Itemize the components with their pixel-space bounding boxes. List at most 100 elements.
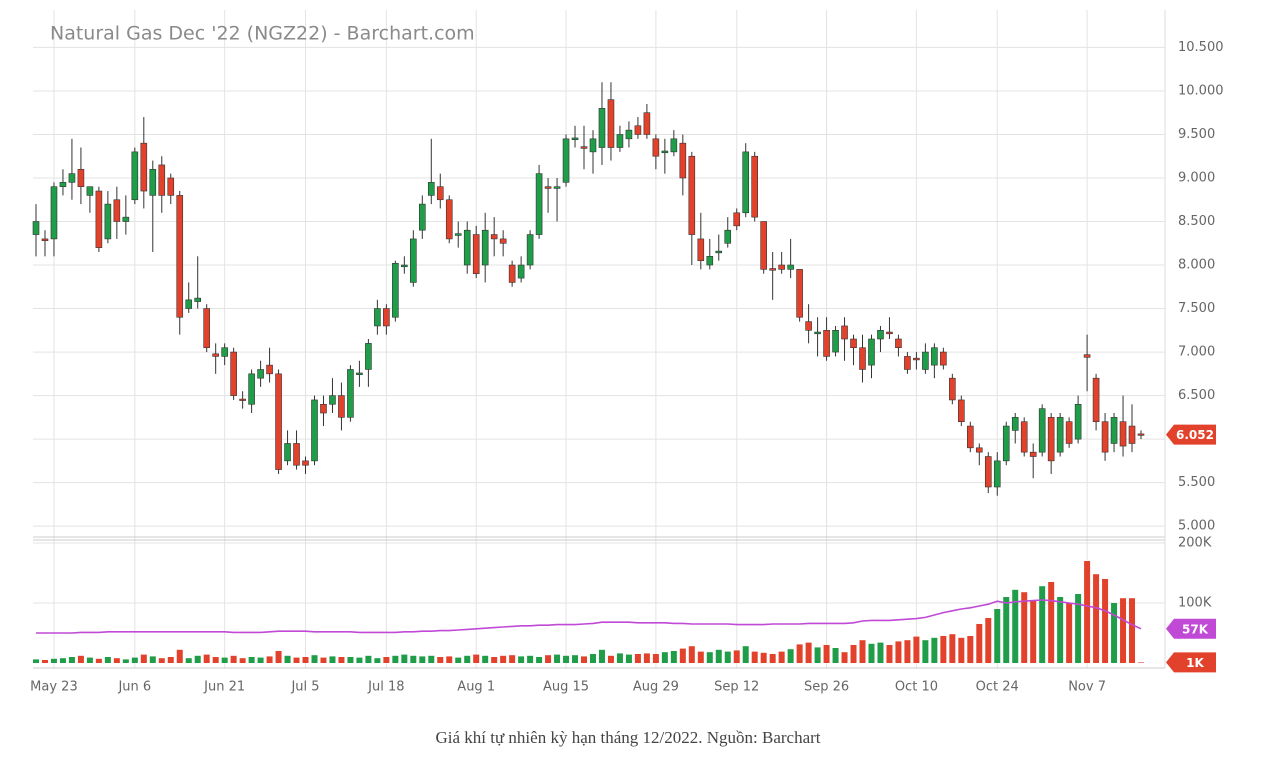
candle-body — [1083, 354, 1091, 358]
candle-body — [589, 138, 597, 153]
volume-bar — [715, 649, 722, 663]
volume-bar — [949, 634, 956, 663]
volume-bar — [805, 642, 812, 663]
volume-bar — [572, 655, 579, 663]
volume-bar — [832, 648, 839, 663]
volume-bar — [868, 643, 875, 663]
candle-body — [221, 347, 228, 357]
volume-bar — [1138, 662, 1144, 663]
y-tick-label: 8.000 — [1178, 258, 1215, 273]
volume-bar — [796, 644, 803, 663]
volume-bar — [419, 656, 426, 663]
candle-body — [751, 155, 758, 218]
last-volume-tag-bg — [1166, 652, 1216, 673]
candle-body — [1020, 421, 1028, 453]
candle-body — [805, 321, 812, 331]
volume-bar — [365, 655, 372, 663]
candle-body — [571, 137, 579, 140]
volume-bar — [275, 651, 282, 663]
volume-bar — [329, 656, 336, 663]
x-tick-label: Aug 1 — [457, 680, 495, 695]
volume-ma-tag-bg — [1166, 618, 1216, 639]
candle-body — [958, 399, 965, 422]
volume-bar — [320, 657, 327, 663]
candle-body — [1074, 403, 1082, 440]
volume-bar — [958, 637, 965, 663]
volume-bar — [167, 657, 174, 663]
volume-bar — [652, 654, 659, 663]
candle-body — [239, 398, 246, 401]
candle-body — [544, 186, 552, 189]
candle-body — [113, 199, 121, 222]
candle-body — [814, 331, 821, 335]
volume-bar — [931, 637, 938, 663]
volume-bar — [1048, 582, 1055, 663]
x-tick-label: Sep 12 — [714, 680, 759, 695]
candle-body — [185, 299, 193, 309]
x-tick-label: Jul 5 — [290, 680, 319, 695]
volume-bar — [59, 658, 66, 663]
candle-body — [1038, 408, 1046, 453]
volume-bar — [68, 657, 75, 663]
volume-bar — [589, 654, 596, 663]
candle-body — [634, 125, 642, 135]
volume-bar — [293, 657, 300, 663]
candle-body — [580, 146, 588, 149]
volume-bar — [33, 659, 39, 663]
candle-body — [823, 330, 830, 357]
volume-bar — [140, 654, 147, 663]
volume-bar — [814, 647, 821, 663]
candle-body — [158, 164, 166, 196]
volume-bar — [221, 657, 228, 663]
candle-body — [212, 353, 219, 357]
y-tick-label: 6.500 — [1178, 388, 1215, 403]
candle-body — [508, 264, 516, 283]
y-tick-label: 9.000 — [1178, 170, 1215, 185]
volume-bar — [688, 646, 695, 663]
volume-bar — [697, 651, 704, 663]
y-tick-label: 9.500 — [1178, 127, 1215, 142]
volume-bar — [383, 657, 390, 663]
volume-bar — [338, 657, 345, 663]
y-tick-label: 8.500 — [1178, 214, 1215, 229]
candle-body — [266, 364, 273, 375]
candle-body — [293, 443, 300, 466]
candle-body — [1056, 417, 1064, 453]
candle-body — [445, 199, 453, 240]
candle-body — [670, 138, 678, 153]
volume-bar — [437, 657, 444, 663]
volume-bar — [769, 654, 776, 663]
candle-body — [787, 264, 794, 270]
volume-bar — [607, 655, 614, 663]
candle-body — [850, 338, 857, 349]
volume-bar — [131, 657, 138, 663]
candle-body — [625, 129, 633, 140]
x-tick-label: Jun 6 — [117, 680, 151, 695]
volume-bar — [581, 656, 588, 663]
candle-body — [993, 460, 1001, 488]
volume-bar — [742, 646, 749, 663]
candle-body — [553, 186, 561, 189]
candle-body — [32, 221, 40, 235]
candle-body — [607, 99, 615, 148]
candle-body — [275, 373, 282, 470]
volume-bar — [50, 658, 57, 663]
volume-bar — [1003, 597, 1010, 663]
y-tick-label: 5.000 — [1178, 519, 1215, 534]
x-tick-label: Oct 10 — [895, 680, 938, 695]
volume-bar — [86, 657, 93, 663]
x-tick-label: May 23 — [30, 680, 78, 695]
candle-body — [419, 203, 426, 231]
candle-body — [1092, 377, 1100, 422]
candle-body — [230, 351, 237, 396]
volume-bar — [1066, 603, 1073, 663]
volume-bar — [1129, 598, 1136, 663]
volume-bar — [1093, 574, 1100, 663]
candle-body — [329, 395, 336, 405]
candle-body — [562, 138, 570, 183]
candle-body — [868, 338, 875, 366]
candle-body — [203, 308, 210, 349]
volume-bar — [1039, 586, 1046, 663]
volume-bar — [374, 658, 381, 663]
